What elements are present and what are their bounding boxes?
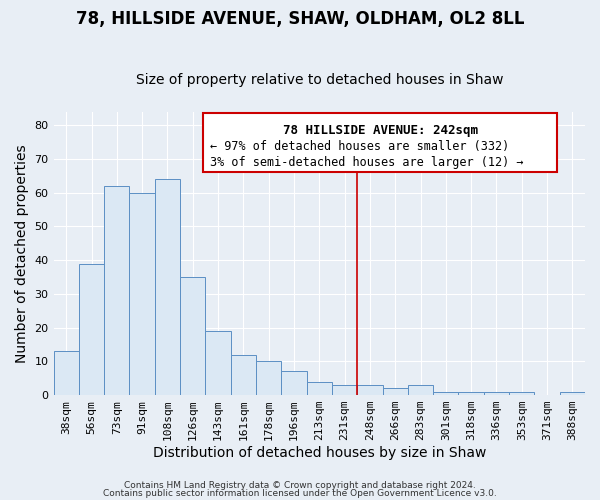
Bar <box>307 382 332 395</box>
Text: 78, HILLSIDE AVENUE, SHAW, OLDHAM, OL2 8LL: 78, HILLSIDE AVENUE, SHAW, OLDHAM, OL2 8… <box>76 10 524 28</box>
Y-axis label: Number of detached properties: Number of detached properties <box>15 144 29 362</box>
Bar <box>104 186 130 395</box>
Bar <box>509 392 535 395</box>
X-axis label: Distribution of detached houses by size in Shaw: Distribution of detached houses by size … <box>152 446 486 460</box>
Bar <box>383 388 408 395</box>
Bar <box>357 385 383 395</box>
Bar <box>155 179 180 395</box>
Bar <box>130 192 155 395</box>
Bar <box>205 331 230 395</box>
Bar <box>458 392 484 395</box>
Bar <box>53 351 79 395</box>
Bar <box>484 392 509 395</box>
Bar <box>256 362 281 395</box>
Text: Contains public sector information licensed under the Open Government Licence v3: Contains public sector information licen… <box>103 488 497 498</box>
Title: Size of property relative to detached houses in Shaw: Size of property relative to detached ho… <box>136 73 503 87</box>
Bar <box>560 392 585 395</box>
Text: Contains HM Land Registry data © Crown copyright and database right 2024.: Contains HM Land Registry data © Crown c… <box>124 481 476 490</box>
Bar <box>230 354 256 395</box>
Bar <box>79 264 104 395</box>
Bar <box>281 372 307 395</box>
Text: 78 HILLSIDE AVENUE: 242sqm: 78 HILLSIDE AVENUE: 242sqm <box>283 124 478 136</box>
Bar <box>408 385 433 395</box>
Bar <box>203 114 557 172</box>
Text: 3% of semi-detached houses are larger (12) →: 3% of semi-detached houses are larger (1… <box>211 156 524 168</box>
Bar <box>180 277 205 395</box>
Text: ← 97% of detached houses are smaller (332): ← 97% of detached houses are smaller (33… <box>211 140 509 153</box>
Bar <box>433 392 458 395</box>
Bar <box>332 385 357 395</box>
